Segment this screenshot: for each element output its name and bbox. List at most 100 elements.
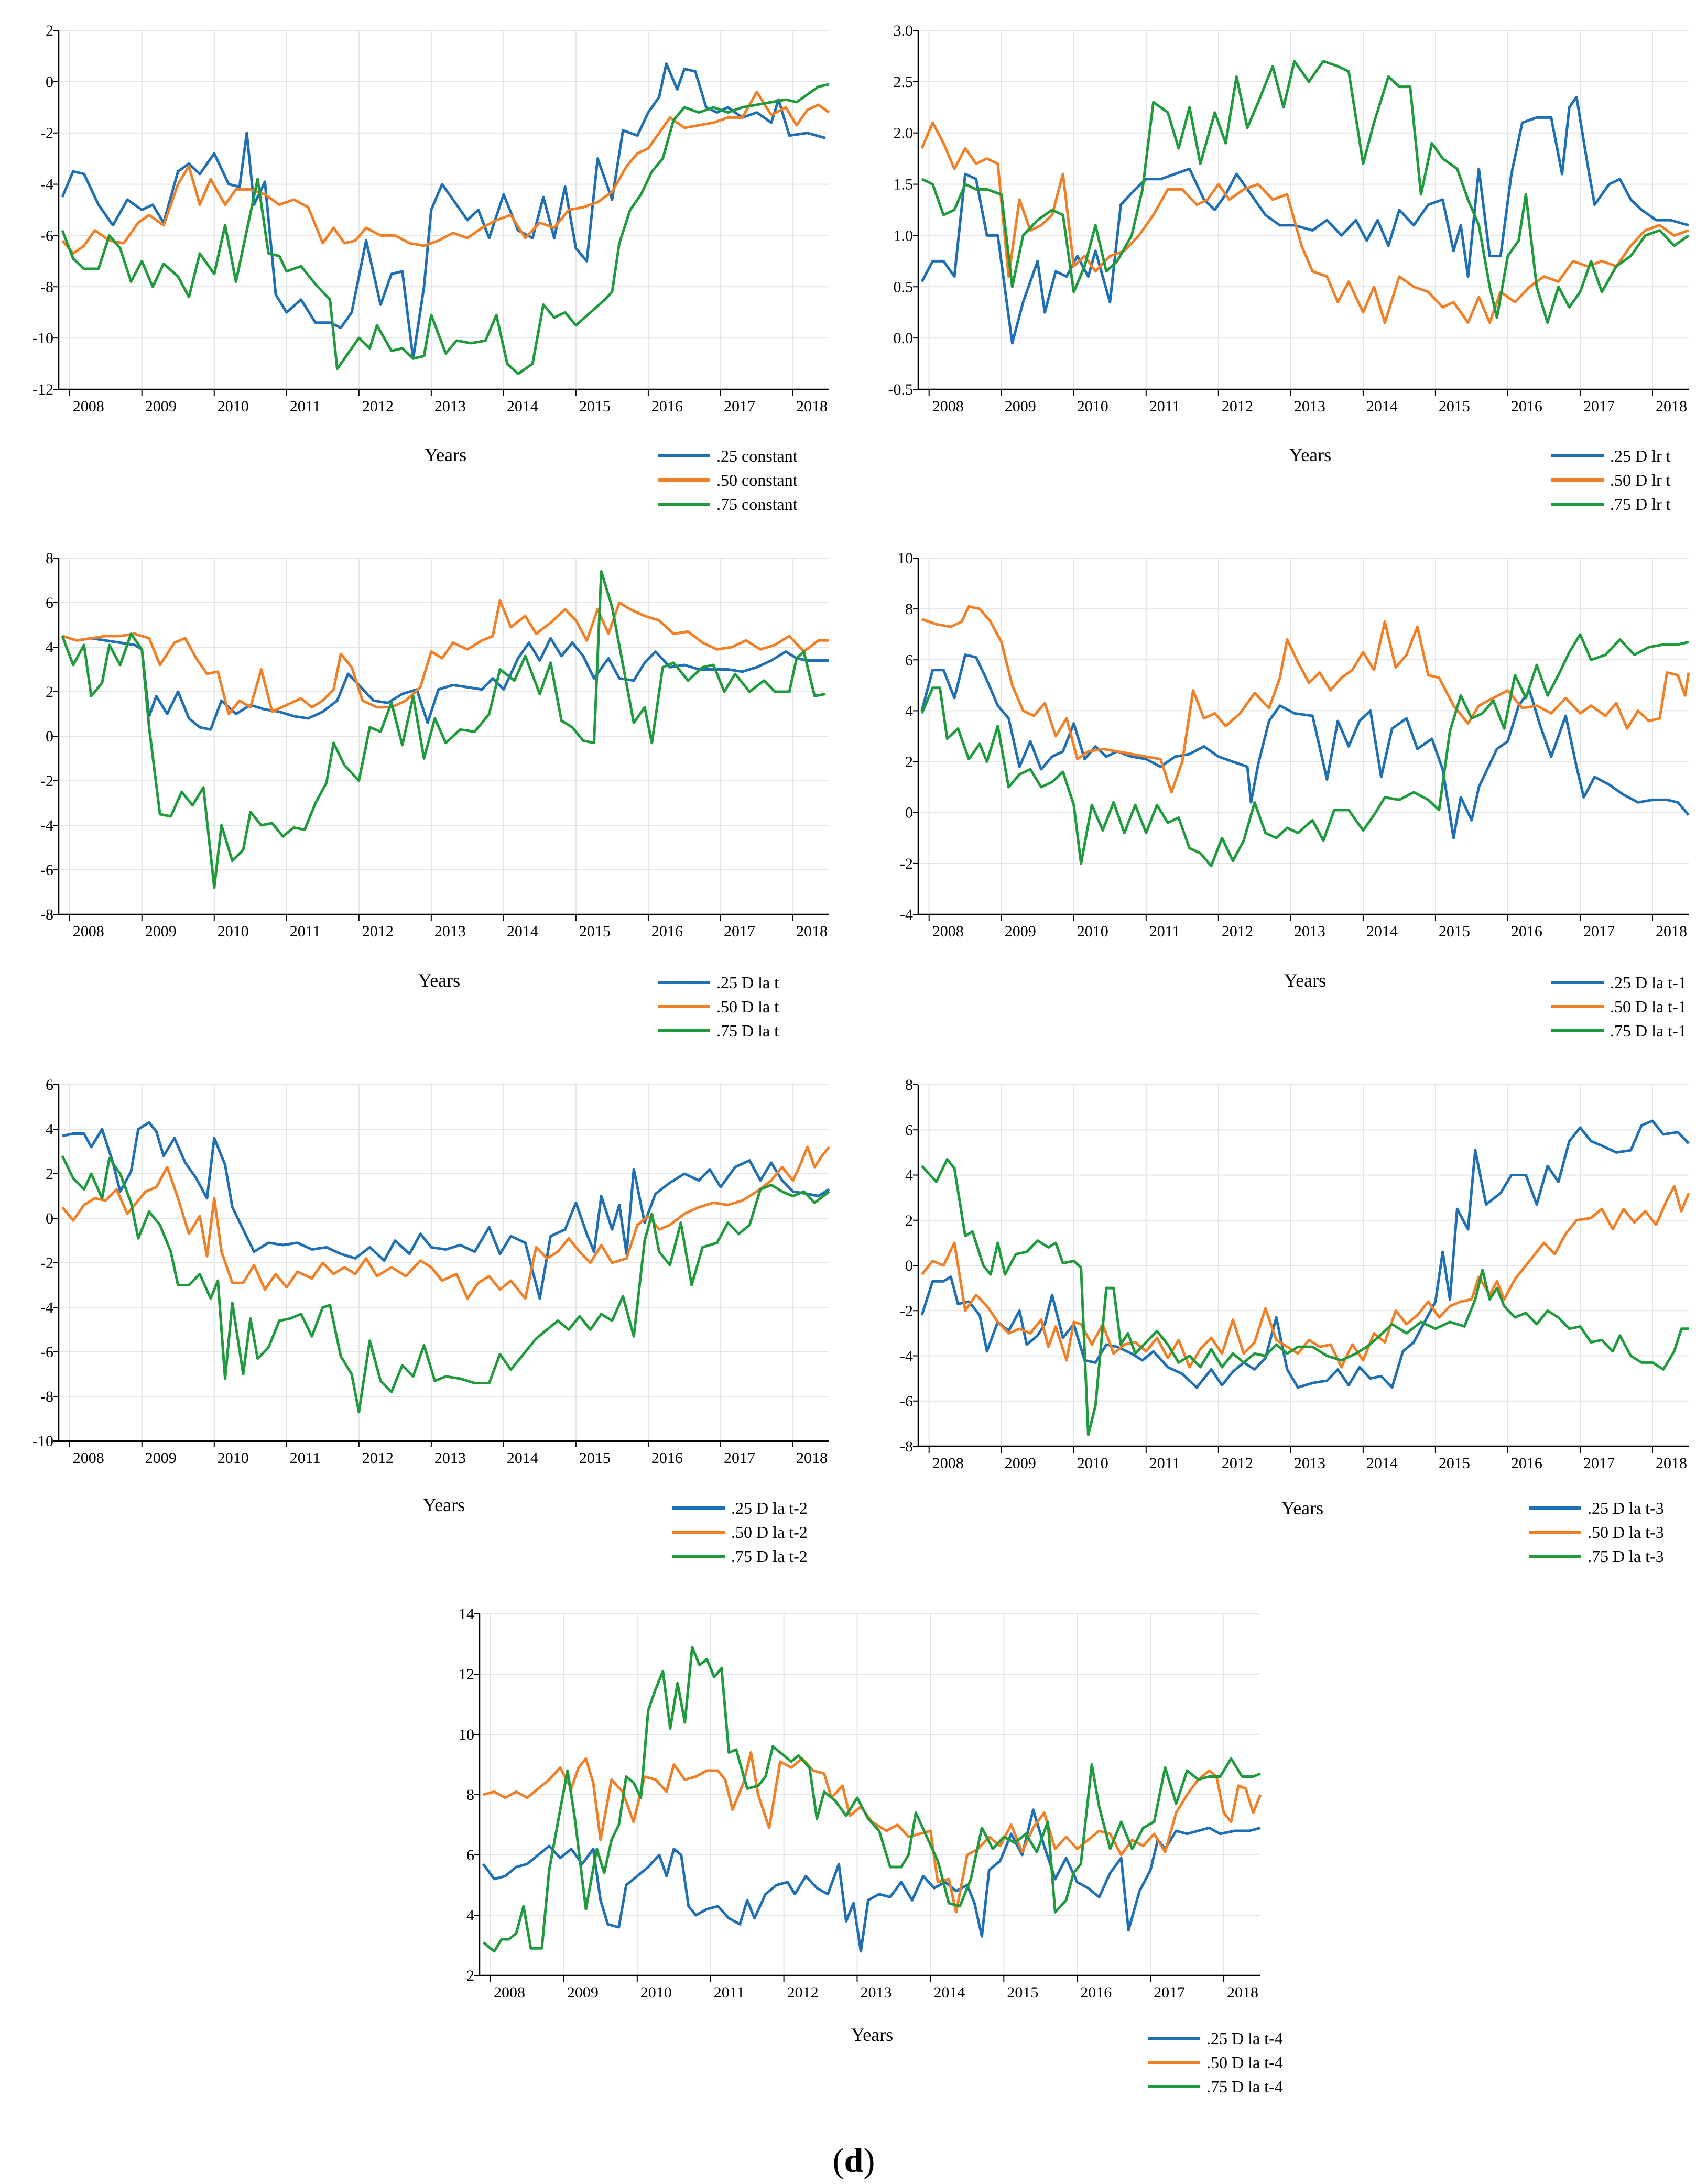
y-tick-label: 2 (905, 754, 913, 771)
y-tick-label: -4 (40, 1299, 53, 1316)
y-tick-label: 0 (905, 804, 913, 822)
y-tick-label: -8 (900, 1438, 913, 1455)
y-tick-label: 0 (46, 73, 53, 91)
x-tick-label: 2014 (507, 1449, 538, 1467)
x-tick-label: 2009 (1005, 398, 1036, 415)
y-tick-label: 6 (905, 651, 913, 669)
x-tick-label: 2009 (145, 1449, 177, 1467)
x-tick-label: 2015 (1007, 1984, 1038, 2001)
legend-label: .25 D la t (716, 973, 779, 992)
legend-label: .50 D la t-2 (731, 1523, 808, 1542)
x-tick-label: 2013 (1294, 923, 1325, 940)
x-tick-label: 2009 (145, 398, 177, 415)
x-tick-label: 2012 (362, 398, 394, 415)
chart-panel-4: -4 -2 0 2 4 6 8 10 2008 2009 2010 2011 2012 2013 2014 2… (897, 550, 1690, 1040)
x-tick-label: 2010 (1077, 923, 1108, 940)
x-tick-label: 2018 (796, 398, 828, 415)
x-axis-title: Years (418, 970, 460, 991)
y-tick-label: -12 (32, 381, 53, 398)
x-tick-label: 2016 (1511, 923, 1542, 940)
legend-label: .25 D la t-4 (1206, 2029, 1283, 2048)
x-tick-label: 2012 (787, 1984, 819, 2001)
x-tick-label: 2011 (1149, 1455, 1180, 1472)
y-tick-label: 2 (46, 683, 53, 701)
series-line-25-d-la-t-1 (920, 653, 1690, 839)
x-tick-label: 2012 (1222, 398, 1253, 415)
legend-label: .25 D la t-1 (1610, 973, 1687, 992)
series-line-75-d-la-t-3 (921, 1157, 1689, 1436)
x-tick-label: 2015 (1439, 923, 1470, 940)
x-tick-label: 2010 (640, 1984, 672, 2001)
legend-label: .75 D la t (716, 1021, 779, 1040)
x-tick-label: 2015 (579, 398, 611, 415)
y-tick-label: -0.5 (888, 381, 914, 398)
x-tick-label: 2013 (1294, 1455, 1325, 1472)
x-tick-label: 2016 (651, 923, 683, 940)
x-axis-title: Years (425, 444, 466, 465)
x-tick-label: 2011 (290, 398, 321, 415)
x-tick-label: 2014 (1366, 923, 1398, 940)
y-tick-label: -2 (40, 1254, 53, 1272)
legend-label: .75 D la t-4 (1206, 2077, 1283, 2096)
legend-label: .50 D la t (716, 997, 779, 1016)
series-line-50-d-la-t-3 (920, 1185, 1690, 1369)
y-tick-label: -6 (40, 861, 53, 879)
y-tick-label: 4 (466, 1907, 474, 1924)
legend-label: .25 D la t-3 (1588, 1499, 1664, 1517)
y-tick-label: 0.5 (894, 278, 914, 296)
legend-label: .25 D lr t (1610, 446, 1671, 465)
y-tick-label: 8 (905, 1076, 913, 1094)
x-tick-label: 2016 (1511, 398, 1542, 415)
x-tick-label: 2010 (1077, 1455, 1108, 1472)
x-tick-label: 2014 (507, 398, 538, 415)
x-tick-label: 2018 (1656, 1455, 1687, 1472)
series-line-25-d-la-t-2 (62, 1121, 830, 1300)
x-tick-label: 2014 (507, 923, 538, 940)
x-tick-label: 2016 (1080, 1984, 1112, 2001)
x-tick-label: 2017 (1583, 1455, 1615, 1472)
legend-label: .50 constant (716, 471, 798, 489)
x-tick-label: 2013 (434, 1449, 466, 1467)
x-tick-label: 2017 (1583, 398, 1615, 415)
y-tick-label: -2 (40, 772, 53, 790)
y-tick-label: -8 (40, 1388, 53, 1405)
y-tick-label: 2 (46, 22, 53, 39)
x-tick-label: 2017 (1583, 923, 1615, 940)
y-tick-label: 2 (466, 1967, 474, 1984)
y-tick-label: 0 (46, 1210, 53, 1227)
x-tick-label: 2014 (1366, 1455, 1398, 1472)
y-tick-label: 10 (897, 550, 913, 567)
x-tick-label: 2009 (1005, 923, 1036, 940)
y-tick-label: 8 (905, 600, 913, 618)
series-line-25-d-la-t-3 (920, 1119, 1690, 1389)
x-tick-label: 2011 (290, 1449, 321, 1467)
chart-panel-6: -8 -6 -4 -2 0 2 4 6 8 2008 2009 2010 2011 2012 2013 201… (900, 1076, 1690, 1566)
y-tick-label: 6 (466, 1847, 474, 1864)
x-tick-label: 2014 (933, 1984, 965, 2001)
series-line-25-d-la-t-4 (482, 1808, 1261, 1953)
series-line-75-d-la-t-2 (61, 1155, 830, 1414)
x-tick-label: 2018 (1656, 923, 1687, 940)
x-tick-label: 2012 (1222, 923, 1253, 940)
y-tick-label: -8 (40, 278, 53, 296)
y-tick-label: 10 (459, 1726, 474, 1743)
y-tick-label: 2 (46, 1165, 53, 1183)
y-tick-label: 3.0 (894, 22, 914, 39)
series-line-50-d-lr-t (920, 121, 1689, 324)
x-tick-label: 2015 (1439, 398, 1470, 415)
x-tick-label: 2015 (579, 1449, 611, 1467)
y-tick-label: 12 (459, 1666, 474, 1683)
y-tick-label: 14 (459, 1606, 474, 1623)
series-line-75-d-la-t (61, 570, 826, 889)
chart-panel-7: 2 4 6 8 10 12 14 2008 2009 2010 2011 2012 2013 2014 20… (459, 1606, 1283, 2096)
legend-label: .50 D la t-1 (1610, 997, 1687, 1016)
y-tick-label: 1.0 (894, 227, 914, 244)
x-tick-label: 2016 (651, 1449, 683, 1467)
y-tick-label: 0.0 (894, 330, 914, 347)
x-tick-label: 2013 (434, 923, 466, 940)
y-tick-label: -4 (900, 1348, 913, 1365)
y-tick-label: 1.5 (894, 176, 914, 193)
x-axis-title: Years (423, 1494, 465, 1515)
x-axis-title: Years (851, 2024, 893, 2045)
y-tick-label: -2 (900, 1302, 913, 1319)
